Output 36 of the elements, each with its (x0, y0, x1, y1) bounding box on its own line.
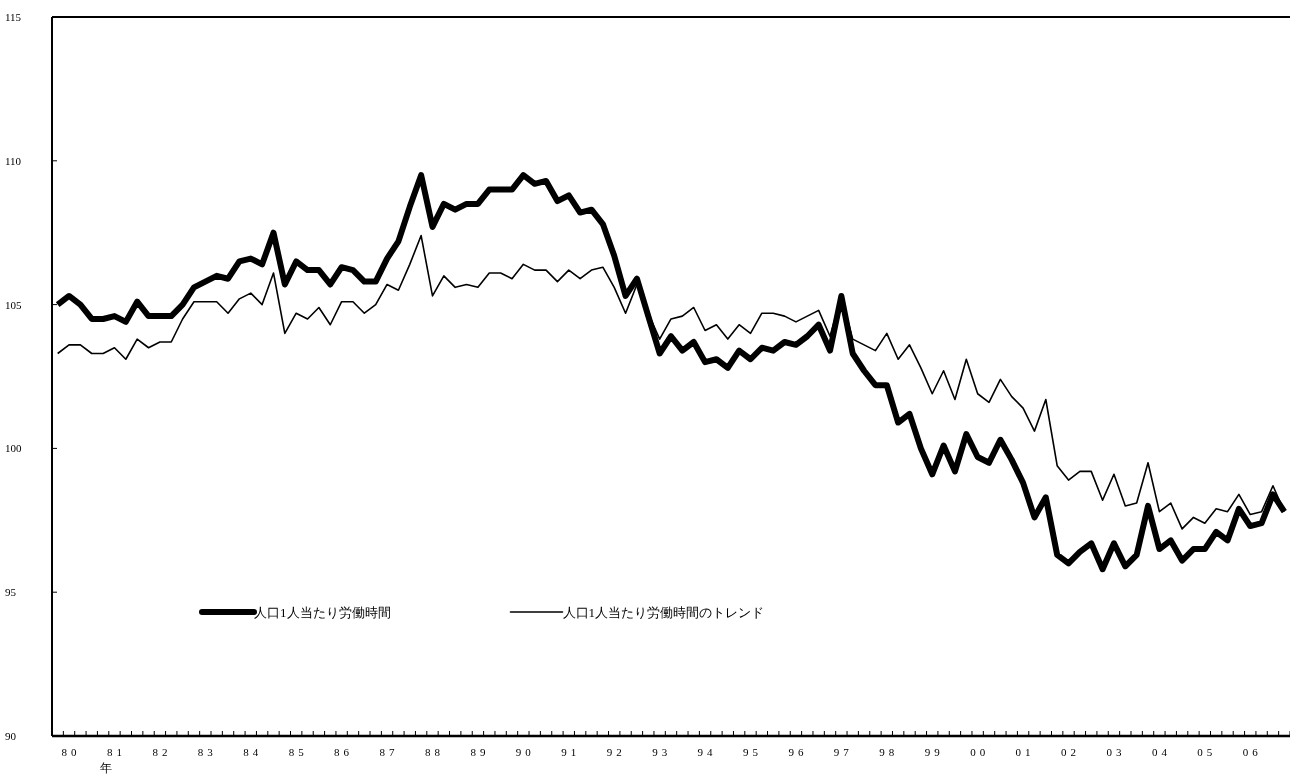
legend-label: 人口1人当たり労働時間 (254, 605, 391, 620)
y-tick-label: 110 (5, 154, 22, 167)
legend-label: 人口1人当たり労働時間のトレンド (562, 605, 764, 620)
y-tick-label: 115 (5, 11, 22, 23)
x-tick-label: 02 (1061, 746, 1081, 758)
x-tick-label: 85 (288, 746, 308, 758)
x-tick-label: 89 (470, 746, 490, 758)
x-tick-label: 86 (334, 746, 354, 758)
x-tick-label: 93 (652, 746, 672, 758)
y-tick-label: 100 (5, 442, 22, 455)
x-tick-label: 99 (924, 746, 944, 758)
x-tick-label: 04 (1151, 746, 1171, 758)
x-tick-label: 90 (515, 746, 535, 758)
x-tick-label: 84 (243, 746, 263, 758)
x-tick-label: 92 (606, 746, 626, 758)
x-tick-label: 00 (970, 746, 990, 758)
x-tick-label: 94 (697, 746, 717, 758)
x-tick-label: 91 (561, 746, 581, 758)
y-tick-label: 90 (5, 730, 17, 742)
x-tick-label: 83 (197, 746, 217, 758)
y-tick-label: 95 (5, 586, 17, 599)
x-tick-label: 97 (833, 746, 853, 758)
x-tick-label: 03 (1106, 746, 1126, 758)
x-tick-label: 80 (61, 746, 81, 758)
x-tick-label: 98 (879, 746, 899, 758)
y-tick-label: 105 (5, 298, 22, 311)
x-tick-label: 81 (106, 746, 126, 758)
x-tick-label: 82 (152, 746, 172, 758)
x-tick-label: 05 (1197, 746, 1217, 758)
x-tick-label: 96 (788, 746, 808, 758)
x-tick-label: 06 (1242, 746, 1262, 758)
x-tick-label: 88 (424, 746, 444, 758)
x-axis-title: 年 (100, 761, 113, 775)
x-tick-label: 87 (379, 746, 399, 758)
x-tick-label: 95 (743, 746, 762, 758)
x-tick-label: 01 (1015, 746, 1035, 758)
